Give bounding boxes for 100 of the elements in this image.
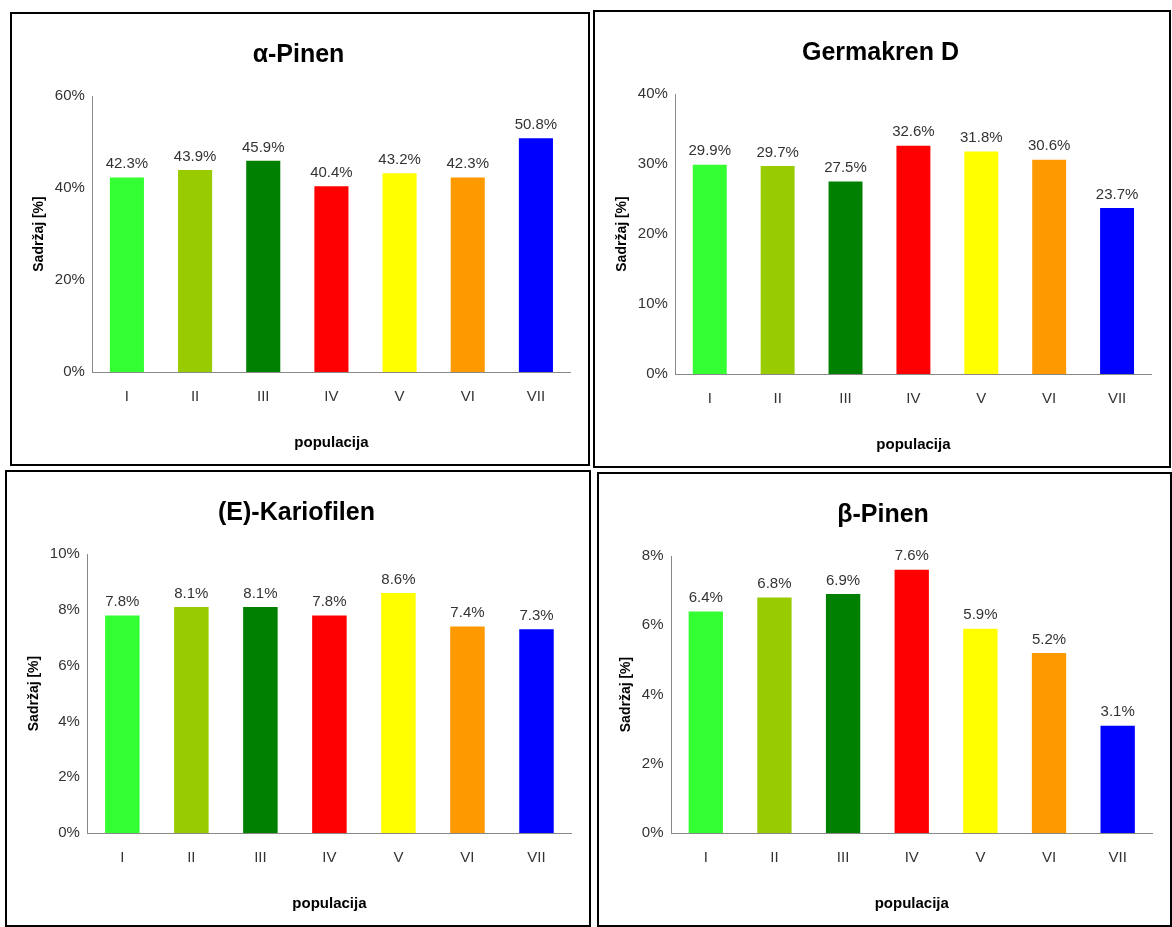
bar (760, 166, 795, 374)
data-label: 42.3% (105, 154, 149, 172)
x-tick-label: I (120, 848, 125, 866)
data-label: 32.6% (892, 122, 935, 140)
bar (757, 597, 792, 833)
bar (450, 626, 485, 833)
x-tick-label: II (773, 389, 782, 407)
data-label: 31.8% (960, 128, 1003, 146)
bar (381, 593, 416, 833)
bar (314, 186, 349, 372)
x-tick-label: III (836, 848, 850, 866)
bar (894, 569, 929, 833)
x-tick-label: VI (1042, 389, 1057, 407)
chart-title: (E)-Kariofilen (218, 496, 375, 525)
chart-title: Germakren D (801, 36, 960, 65)
y-tick-label: 8% (58, 599, 80, 617)
y-tick-label: 4% (641, 684, 664, 702)
y-axis-title: Sadržaj [%] (30, 196, 47, 272)
bar (896, 145, 931, 374)
x-tick-label: VI (460, 387, 475, 405)
data-label: 43.9% (173, 146, 217, 164)
y-tick-label: 8% (641, 546, 664, 564)
x-axis-title: populacija (292, 894, 368, 912)
y-tick-label: 10% (637, 294, 668, 312)
bar (828, 181, 863, 374)
x-tick-label: III (254, 848, 267, 866)
x-tick-label: V (393, 848, 404, 866)
x-axis-title: populacija (294, 433, 370, 451)
y-tick-label: 20% (54, 270, 85, 288)
x-tick-label: VII (1108, 848, 1127, 866)
bar (109, 177, 144, 372)
x-tick-label: IV (904, 848, 919, 866)
x-tick-label: II (187, 848, 196, 866)
bar (825, 594, 861, 833)
x-tick-label: II (190, 387, 200, 405)
x-tick-label: IV (906, 389, 921, 407)
x-tick-label: VII (527, 848, 546, 866)
y-tick-label: 30% (637, 154, 668, 172)
data-label: 6.9% (825, 570, 861, 588)
bar (688, 611, 723, 833)
y-tick-label: 6% (641, 615, 664, 633)
y-tick-label: 4% (58, 711, 80, 729)
data-label: 7.6% (894, 546, 929, 564)
y-tick-label: 0% (63, 362, 85, 380)
y-tick-label: 0% (646, 364, 668, 382)
data-label: 6.8% (757, 574, 792, 592)
y-tick-label: 0% (641, 823, 664, 841)
bar (312, 615, 347, 833)
data-label: 29.7% (756, 142, 799, 160)
x-tick-label: I (124, 387, 129, 405)
x-tick-label: VII (526, 387, 546, 405)
data-label: 29.9% (688, 141, 732, 159)
bar (1031, 652, 1067, 833)
x-axis-title: populacija (876, 435, 952, 453)
data-label: 40.4% (310, 162, 353, 180)
bar (174, 607, 209, 833)
bar (382, 173, 417, 372)
data-label: 42.3% (446, 154, 490, 172)
bar (178, 170, 213, 372)
data-label: 7.8% (312, 592, 347, 610)
y-tick-label: 40% (637, 84, 668, 102)
y-axis-title: Sadržaj [%] (617, 656, 634, 733)
x-tick-label: V (394, 387, 405, 405)
x-tick-label: VI (460, 848, 475, 866)
data-label: 8.6% (381, 569, 416, 587)
x-tick-label: I (707, 389, 712, 407)
bar (692, 164, 727, 374)
data-label: 3.1% (1100, 702, 1135, 720)
x-tick-label: III (839, 389, 852, 407)
x-axis-title: populacija (874, 894, 950, 912)
bar (1100, 725, 1135, 833)
x-tick-label: I (703, 848, 708, 866)
data-label: 7.4% (450, 603, 485, 621)
y-tick-label: 0% (58, 823, 80, 841)
bar (246, 160, 281, 372)
data-label: 8.1% (174, 583, 209, 601)
data-label: 27.5% (824, 158, 867, 176)
y-tick-label: 40% (54, 178, 85, 196)
data-label: 50.8% (514, 114, 558, 132)
x-tick-label: II (770, 848, 779, 866)
y-tick-label: 20% (637, 224, 668, 242)
bar (1032, 159, 1067, 374)
data-label: 7.3% (519, 605, 554, 623)
y-axis-title: Sadržaj [%] (613, 196, 630, 272)
bar (105, 615, 140, 833)
x-tick-label: V (975, 848, 986, 866)
x-tick-label: V (976, 389, 987, 407)
data-label: 30.6% (1027, 136, 1071, 154)
data-label: 43.2% (378, 149, 421, 167)
chart-title: β-Pinen (837, 498, 929, 527)
x-tick-label: III (256, 387, 270, 405)
data-label: 5.2% (1031, 629, 1067, 647)
bar (964, 151, 999, 374)
x-tick-label: IV (324, 387, 339, 405)
data-label: 23.7% (1095, 184, 1139, 202)
x-tick-label: VI (1041, 848, 1057, 866)
y-tick-label: 6% (58, 655, 80, 673)
y-tick-label: 2% (58, 767, 80, 785)
y-tick-label: 2% (641, 753, 664, 771)
data-label: 6.4% (688, 588, 723, 606)
